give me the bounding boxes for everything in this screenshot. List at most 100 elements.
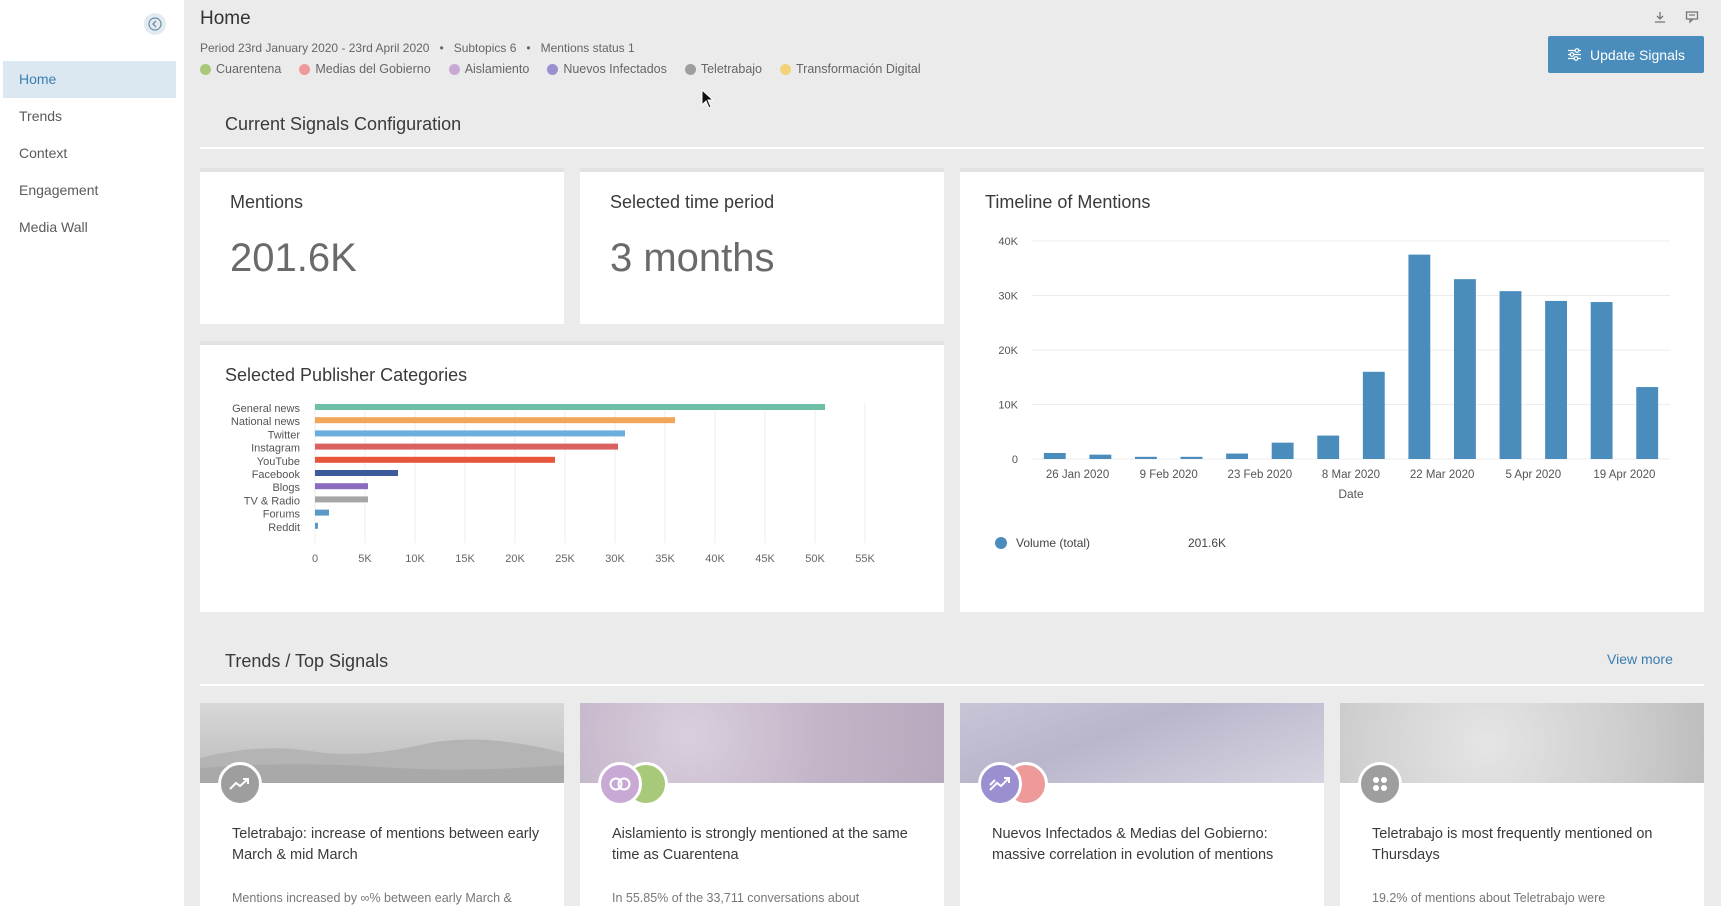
collapse-sidebar-button[interactable] — [144, 13, 166, 35]
topic-aislamiento[interactable]: Aislamiento — [448, 62, 529, 76]
signal-card[interactable]: Aislamiento is strongly mentioned at the… — [580, 703, 944, 906]
signal-title: Aislamiento is strongly mentioned at the… — [612, 826, 908, 863]
sidebar-item-media-wall[interactable]: Media Wall — [19, 219, 88, 235]
topic-teletrabajo[interactable]: Teletrabajo — [684, 62, 762, 76]
category-bar[interactable] — [315, 470, 398, 476]
x-tick-label: 9 Feb 2020 — [1140, 469, 1198, 481]
time-period-card: Selected time period 3 months — [580, 168, 944, 324]
signal-title: Teletrabajo is most frequently mentioned… — [1372, 826, 1653, 863]
y-tick-label: 0 — [1012, 454, 1018, 466]
y-tick-label: 20K — [998, 345, 1018, 357]
category-bar[interactable] — [315, 509, 329, 516]
category-label: Instagram — [251, 443, 300, 455]
topic-dot — [780, 63, 792, 75]
x-tick-label: 0 — [312, 553, 318, 565]
signal-card[interactable]: Teletrabajo: increase of mentions betwee… — [200, 703, 564, 906]
x-tick-label: 19 Apr 2020 — [1593, 469, 1655, 481]
category-bar[interactable] — [315, 430, 625, 437]
section-title-trends: Trends / Top Signals — [225, 651, 389, 671]
category-bar[interactable] — [315, 483, 368, 490]
category-bar[interactable] — [315, 404, 825, 410]
time-period-label: Selected time period — [610, 192, 775, 212]
sidebar-item-context[interactable]: Context — [19, 145, 68, 161]
legend-label: Volume (total) — [1016, 536, 1090, 550]
timeline-bar[interactable] — [1134, 456, 1157, 459]
category-bar[interactable] — [315, 417, 675, 424]
timeline-chart: 0 10K 20K 30K 40K 26 Jan 2020 9 Feb 2020 23 Feb… — [995, 236, 1670, 550]
topic-cuarentena[interactable]: Cuarentena — [200, 62, 281, 76]
sidebar-item-trends[interactable]: Trends — [19, 108, 63, 124]
signal-image — [1340, 703, 1704, 783]
topic-medias-del-gobierno[interactable]: Medias del Gobierno — [299, 62, 431, 76]
subtopics-text: Subtopics 6 — [453, 41, 517, 55]
mentions-card: Mentions 201.6K — [200, 168, 564, 324]
view-more-link[interactable]: View more — [1607, 651, 1673, 667]
topic-label: Nuevos Infectados — [563, 62, 667, 76]
timeline-bar[interactable] — [1636, 387, 1659, 459]
legend-dot — [995, 537, 1007, 549]
timeline-bar[interactable] — [1453, 279, 1476, 459]
y-tick-label: 40K — [998, 236, 1018, 248]
category-bar[interactable] — [315, 522, 318, 529]
category-label: Facebook — [252, 469, 301, 481]
update-signals-button[interactable]: Update Signals — [1548, 36, 1704, 73]
category-label: YouTube — [257, 456, 300, 468]
timeline-bar[interactable] — [1089, 454, 1112, 459]
signal-card[interactable]: Teletrabajo is most frequently mentioned… — [1340, 703, 1704, 906]
sidebar-item-home[interactable]: Home — [3, 61, 176, 98]
category-bar[interactable] — [315, 443, 618, 450]
category-label: TV & Radio — [244, 495, 300, 507]
timeline-bar[interactable] — [1408, 254, 1431, 459]
mountain-image — [200, 739, 564, 783]
publisher-categories-title: Selected Publisher Categories — [225, 365, 468, 385]
timeline-bar[interactable] — [1590, 302, 1613, 459]
signal-description: 19.2% of mentions about Teletrabajo were — [1372, 891, 1606, 905]
trend-up-icon — [218, 762, 262, 806]
divider — [200, 684, 1704, 686]
timeline-bar[interactable] — [1362, 371, 1385, 459]
x-tick-label: 50K — [805, 553, 825, 565]
signal-description: In 55.85% of the 33,711 conversations ab… — [612, 891, 860, 905]
x-tick-label: 25K — [555, 553, 575, 565]
publisher-categories-card: Selected Publisher Categories 0 5K 10K 15K 2… — [200, 341, 944, 612]
x-axis-title: Date — [1338, 487, 1364, 501]
header-actions — [1653, 10, 1699, 29]
comment-icon[interactable] — [1685, 10, 1699, 29]
download-icon[interactable] — [1653, 10, 1667, 29]
y-tick-label: 10K — [998, 400, 1018, 412]
topic-dot — [200, 63, 211, 75]
divider — [200, 147, 1704, 149]
page-title: Home — [200, 8, 251, 29]
topic-dot — [448, 63, 460, 75]
x-tick-label: 5 Apr 2020 — [1505, 469, 1561, 481]
category-label: Forums — [263, 509, 301, 521]
x-tick-label: 26 Jan 2020 — [1046, 469, 1109, 481]
section-title-configuration: Current Signals Configuration — [225, 114, 462, 134]
category-bar[interactable] — [315, 456, 555, 463]
x-tick-label: 22 Mar 2020 — [1410, 469, 1475, 481]
topic-dot — [684, 63, 696, 75]
time-period-value: 3 months — [610, 236, 775, 280]
category-label: Reddit — [268, 522, 300, 534]
timeline-bar[interactable] — [1271, 442, 1294, 459]
timeline-bar[interactable] — [1226, 453, 1249, 459]
topic-nuevos-infectados[interactable]: Nuevos Infectados — [547, 62, 667, 76]
timeline-bar[interactable] — [1180, 456, 1203, 459]
x-tick-label: 5K — [358, 553, 372, 565]
x-tick-label: 23 Feb 2020 — [1228, 469, 1293, 481]
sidebar-item-engagement[interactable]: Engagement — [19, 182, 99, 198]
signal-card[interactable]: Nuevos Infectados & Medias del Gobierno:… — [960, 703, 1324, 906]
topic-label: Cuarentena — [216, 62, 282, 76]
timeline-bar[interactable] — [1545, 300, 1568, 459]
x-tick-label: 35K — [655, 553, 675, 565]
timeline-bar[interactable] — [1317, 435, 1340, 459]
x-tick-label: 8 Mar 2020 — [1322, 469, 1380, 481]
mentions-status-text: Mentions status 1 — [540, 41, 635, 55]
timeline-bar[interactable] — [1499, 291, 1522, 459]
topic-legend: Cuarentena Medias del Gobierno Aislamien… — [200, 62, 921, 76]
x-tick-label: 10K — [405, 553, 425, 565]
timeline-bar[interactable] — [1043, 453, 1066, 459]
category-bar[interactable] — [315, 496, 368, 503]
topic-transformacion-digital[interactable]: Transformación Digital — [780, 62, 921, 76]
sidebar-nav: Home Trends Context Engagement Media Wal… — [0, 61, 184, 246]
